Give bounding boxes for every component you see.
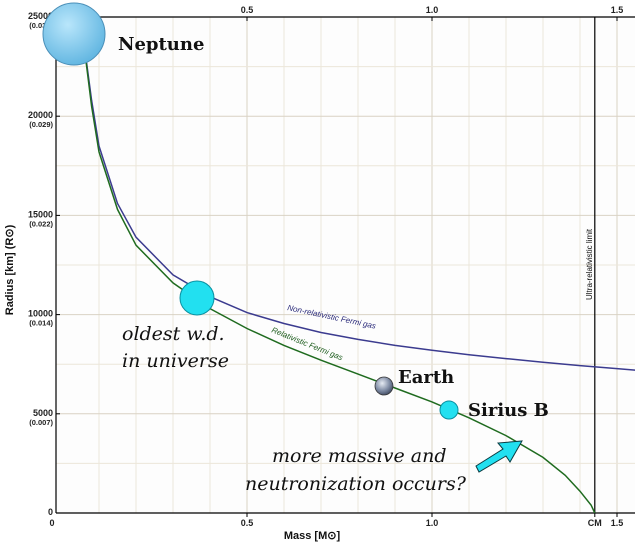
earth-label: Earth — [398, 367, 454, 388]
x-tick-label: 0.5 — [241, 518, 254, 528]
oldest-wd-label-2: in universe — [122, 350, 229, 372]
sirius-b-label: Sirius B — [468, 400, 549, 421]
x-top-tick-label: 1.0 — [426, 5, 439, 15]
neptune-label: Neptune — [118, 34, 204, 55]
y-tick-label: 15000 — [28, 209, 53, 219]
y-tick-label: 25000 — [28, 11, 53, 21]
y-tick-label: 10000 — [28, 309, 53, 319]
y-axis-title: Radius [km] (R⊙) — [4, 224, 16, 315]
massive-label-2: neutronization occurs? — [245, 473, 467, 495]
oldest-wd-marker — [179, 280, 215, 316]
y-tick-sublabel: (0.036) — [29, 21, 53, 30]
arrow-icon — [475, 440, 523, 473]
x-tick-label: 0 — [49, 518, 54, 528]
y-tick-sublabel: (0.007) — [29, 418, 53, 427]
x-tick-label: 1.5 — [611, 518, 624, 528]
sirius-b-marker — [439, 400, 459, 420]
y-tick-label: 5000 — [33, 408, 53, 418]
ultra-relativistic-limit-label: Ultra-relativistic limit — [585, 228, 594, 300]
y-tick-sublabel: (0.014) — [29, 319, 53, 328]
relativistic-curve — [79, 16, 596, 514]
x-top-tick-label: 0.5 — [241, 5, 254, 15]
x-top-tick-label: 1.5 — [611, 5, 624, 15]
non-relativistic-curve — [79, 16, 635, 371]
x-tick-label: CM — [588, 518, 602, 528]
oldest-wd-label-1: oldest w.d. — [122, 323, 225, 345]
grid — [56, 17, 635, 513]
ticks: 0 0.5 1.0 CM 1.50.5 1.0 1.55000(0.007)10000(0.… — [28, 5, 623, 528]
massive-label-1: more massive and — [272, 445, 447, 467]
y-tick-sublabel: (0.022) — [29, 219, 53, 228]
x-tick-label: 1.0 — [426, 518, 439, 528]
earth-marker — [374, 376, 394, 396]
y-tick-label: 0 — [48, 507, 53, 517]
y-tick-label: 20000 — [28, 110, 53, 120]
neptune-marker — [42, 2, 106, 66]
y-tick-sublabel: (0.029) — [29, 120, 53, 129]
x-axis-title: Mass [M⊙] — [284, 530, 341, 542]
